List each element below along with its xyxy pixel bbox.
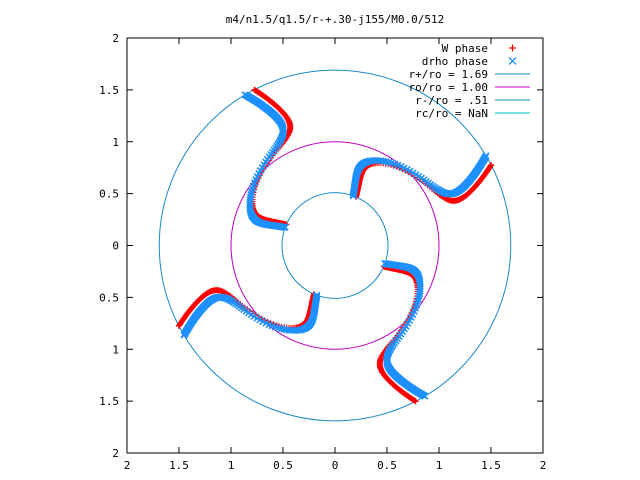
legend-marker — [509, 44, 516, 52]
x-tick-label: 1 — [436, 459, 443, 472]
x-tick-label: 0.5 — [273, 459, 293, 472]
y-tick-label: 2 — [112, 32, 119, 45]
x-tick-label: 2 — [124, 459, 131, 472]
series-drho-phase — [180, 91, 490, 400]
y-tick-label: 1 — [112, 343, 119, 356]
w-phase-point — [488, 162, 495, 169]
w-phase-point — [175, 322, 182, 329]
series-points — [175, 86, 495, 405]
circle-1 — [230, 141, 440, 350]
legend-label: r+/ro = 1.69 — [409, 68, 488, 81]
x-axis: 2 1.5 1 0.5 0 0.5 1 1.5 2 — [124, 38, 547, 472]
x-tick-label: 0.5 — [377, 459, 397, 472]
x-tick-label: 0 — [332, 459, 339, 472]
y-tick-label: 0.5 — [99, 188, 119, 201]
y-tick-label: 1.5 — [99, 395, 119, 408]
legend-label: drho phase — [422, 55, 488, 68]
x-tick-label: 2 — [540, 459, 547, 472]
legend-label: rc/ro = NaN — [415, 107, 488, 120]
y-tick-label: 2 — [112, 447, 119, 460]
w-phase-point — [251, 86, 258, 93]
series-w-phase — [175, 86, 495, 405]
drho-phase-point — [180, 331, 188, 339]
y-tick-label: 1.5 — [99, 84, 119, 97]
x-tick-label: 1.5 — [169, 459, 189, 472]
legend-marker — [508, 57, 517, 65]
legend-label: ro/ro = 1.00 — [409, 81, 488, 94]
drho-phase-point — [482, 152, 490, 160]
legend-label: W phase — [442, 42, 488, 55]
x-tick-label: 1 — [228, 459, 235, 472]
chart-title: m4/n1.5/q1.5/r-+.30-j155/M0.0/512 — [226, 13, 445, 26]
y-tick-label: 1 — [112, 136, 119, 149]
legend-label: r-/ro = .51 — [415, 94, 488, 107]
y-tick-label: 0.5 — [99, 291, 119, 304]
circle-0 — [158, 69, 512, 422]
y-axis: 2 1.5 1 0.5 0 0.5 1 1.5 2 — [99, 32, 543, 460]
circle-2 — [281, 192, 389, 299]
drho-phase-point — [241, 91, 249, 99]
drho-phase-point — [421, 392, 429, 400]
y-tick-label: 0 — [112, 240, 119, 253]
w-phase-point — [412, 398, 419, 405]
reference-circles — [158, 69, 512, 422]
x-tick-label: 1.5 — [481, 459, 501, 472]
